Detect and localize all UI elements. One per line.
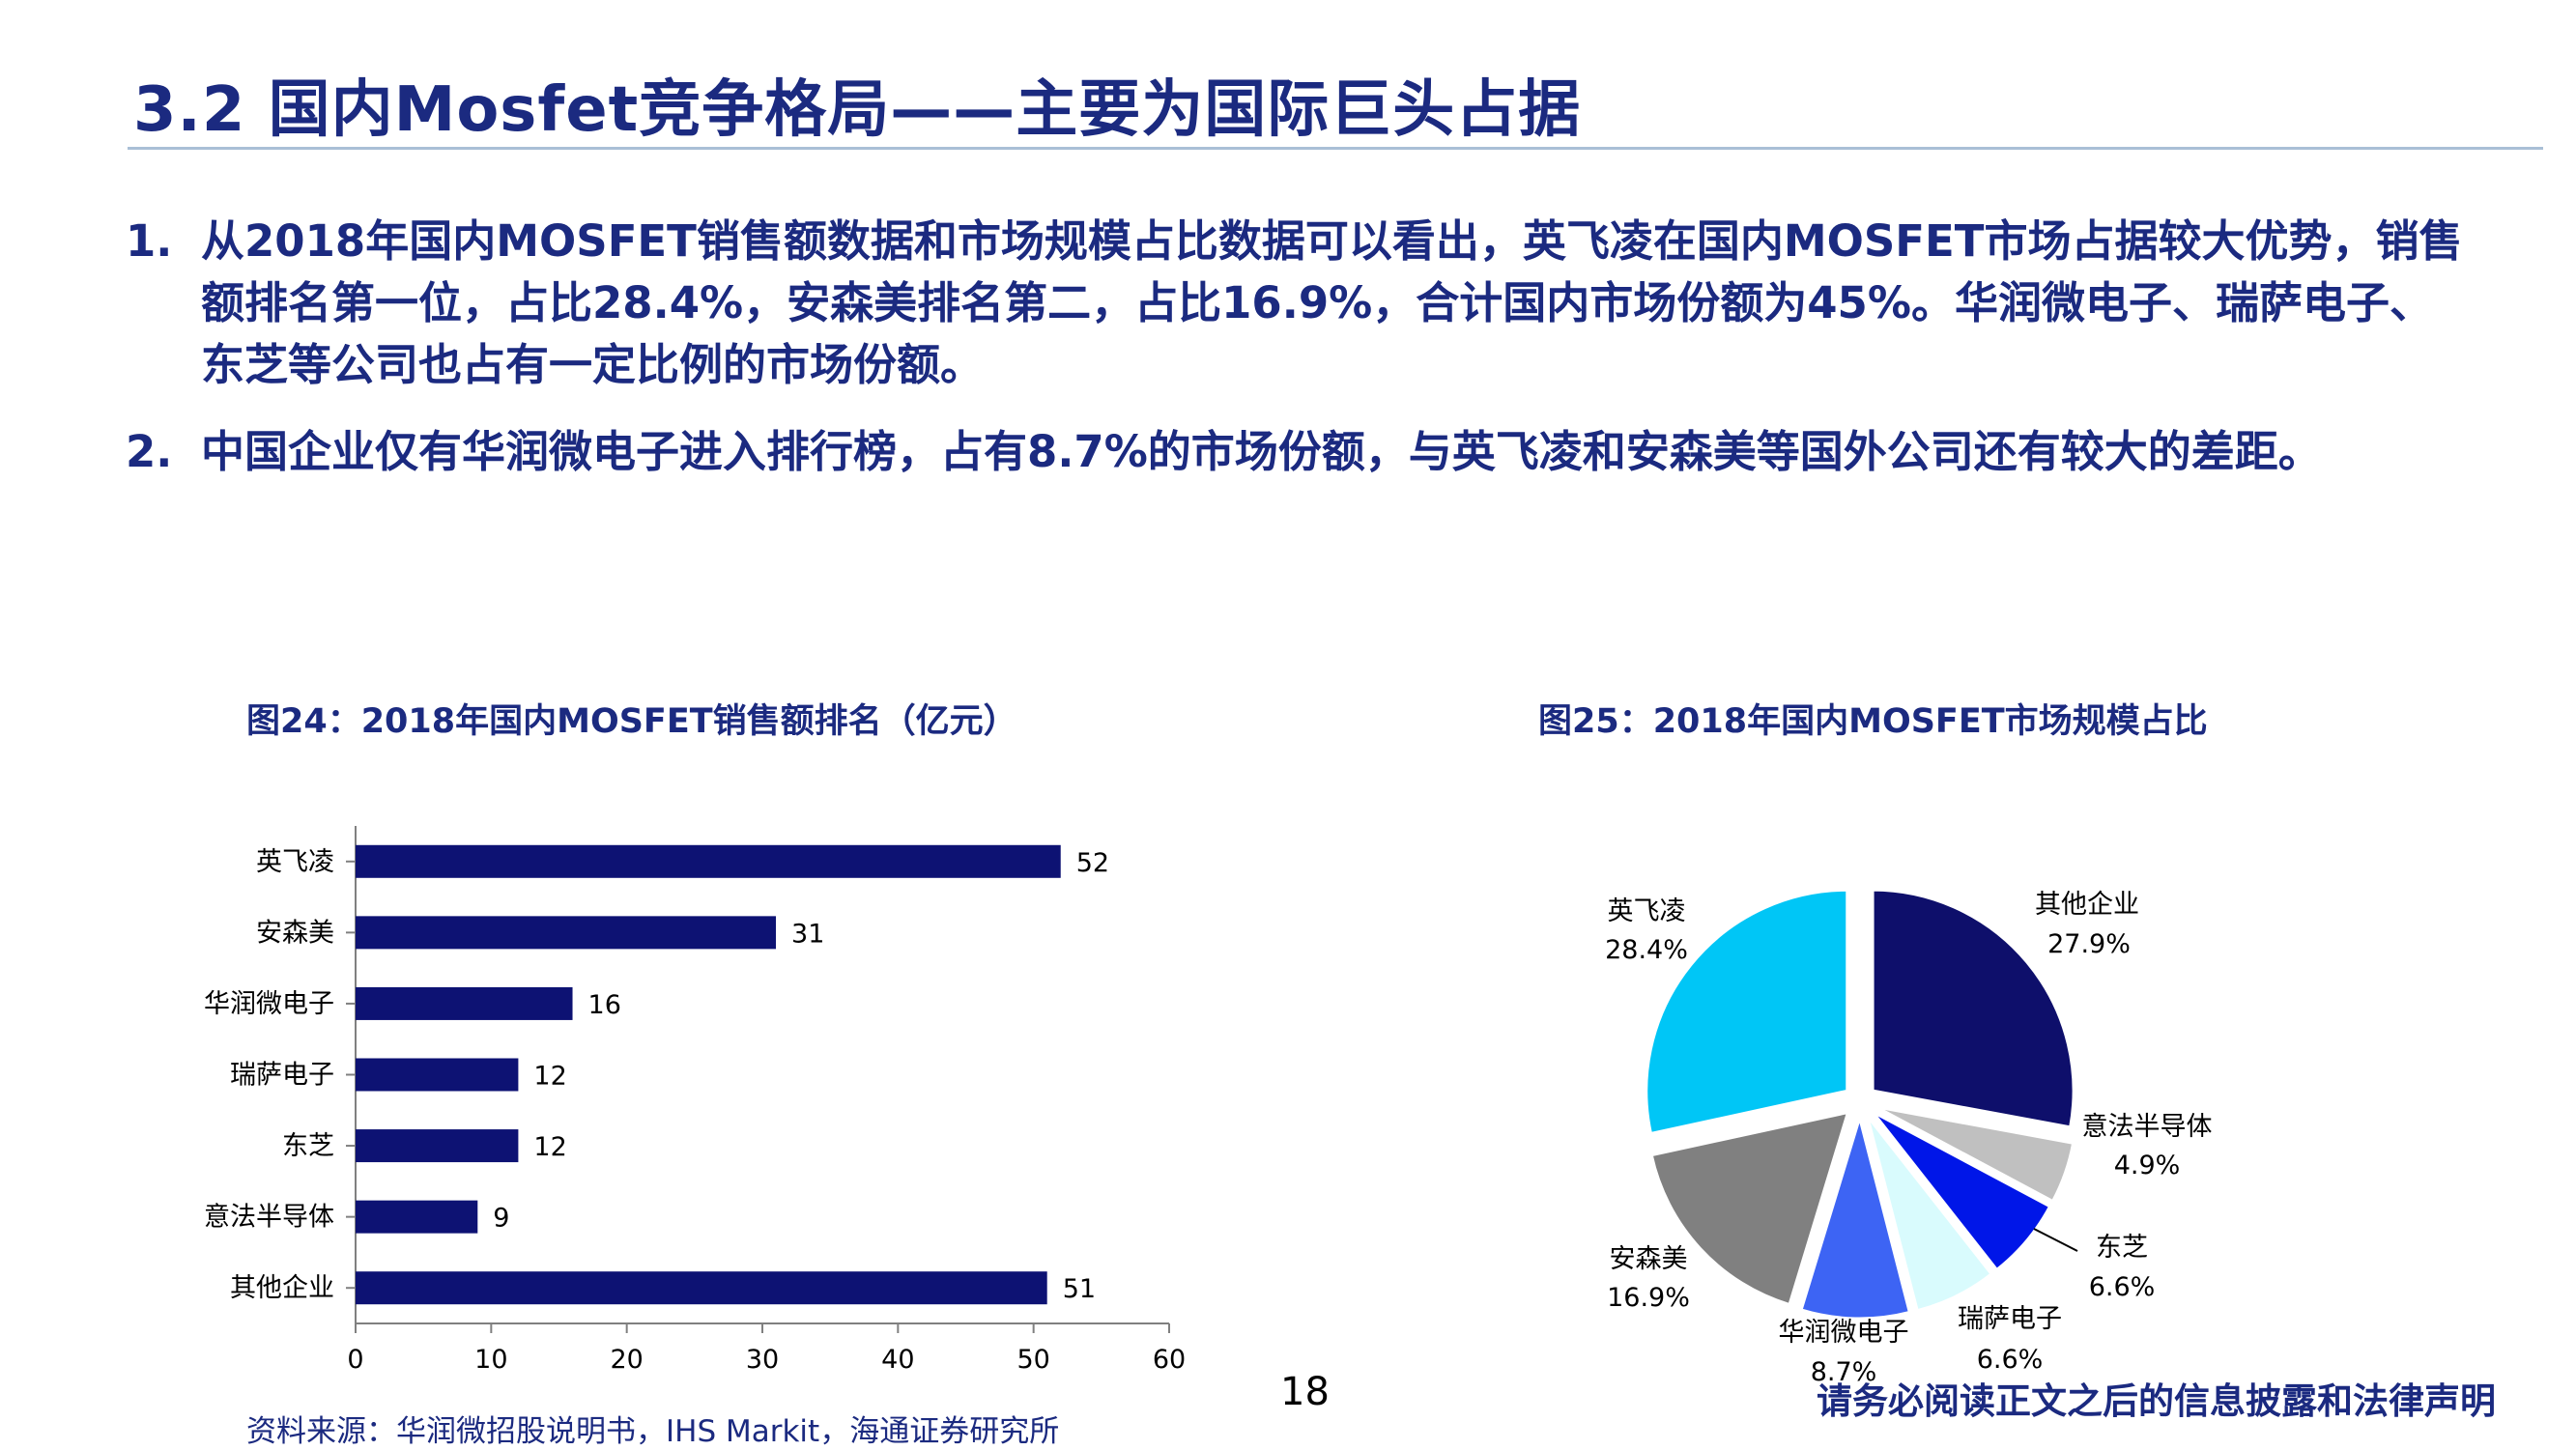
pie-slice xyxy=(1866,1115,1994,1313)
pie-slice xyxy=(1875,1105,2075,1204)
x-tick-label: 0 xyxy=(347,1345,363,1375)
bullet-list: 1. 从2018年国内MOSFET销售额数据和市场规模占比数据可以看出，英飞凌在… xyxy=(126,211,2464,508)
bullet-item: 2. 中国企业仅有华润微电子进入排行榜，占有8.7%的市场份额，与英飞凌和安森美… xyxy=(126,421,2464,483)
slice-label: 华润微电子 xyxy=(1779,1318,1909,1348)
bar xyxy=(356,1129,519,1163)
slice-label: 东芝 xyxy=(2096,1233,2148,1263)
category-label: 东芝 xyxy=(282,1131,334,1161)
slice-label: 英飞凌 xyxy=(1608,896,1686,926)
bullet-text: 从2018年国内MOSFET销售额数据和市场规模占比数据可以看出，英飞凌在国内M… xyxy=(201,215,2463,390)
slice-percent: 4.9% xyxy=(2114,1151,2181,1180)
slice-percent: 8.7% xyxy=(1811,1357,1877,1387)
pie-slice xyxy=(1871,1110,2052,1272)
bar xyxy=(356,844,1061,878)
data-label: 12 xyxy=(533,1062,566,1092)
x-tick-label: 60 xyxy=(1153,1345,1186,1375)
data-label: 52 xyxy=(1076,848,1109,878)
pie-slice xyxy=(1649,1110,1850,1307)
bar xyxy=(356,986,573,1020)
bar xyxy=(356,1200,478,1234)
category-label: 华润微电子 xyxy=(204,989,334,1019)
pie-slice xyxy=(1799,1112,1912,1321)
slice-label: 安森美 xyxy=(1610,1244,1688,1274)
slice-percent: 6.6% xyxy=(1977,1345,2044,1375)
bar xyxy=(356,916,777,950)
slice-label: 其他企业 xyxy=(2035,890,2139,920)
bar xyxy=(356,1058,519,1092)
category-label: 英飞凌 xyxy=(256,847,334,877)
pie-slice xyxy=(1645,888,1849,1136)
category-label: 其他企业 xyxy=(230,1273,334,1303)
x-tick-label: 20 xyxy=(610,1345,643,1375)
x-tick-label: 30 xyxy=(746,1345,779,1375)
slice-percent: 16.9% xyxy=(1607,1283,1690,1313)
category-label: 意法半导体 xyxy=(204,1203,334,1233)
page-number: 18 xyxy=(1280,1370,1330,1414)
category-label: 瑞萨电子 xyxy=(230,1061,334,1091)
pie-slice xyxy=(1871,888,2075,1129)
slice-percent: 28.4% xyxy=(1605,935,1688,965)
slice-percent: 6.6% xyxy=(2089,1272,2156,1302)
data-label: 31 xyxy=(791,919,824,949)
bullet-text: 中国企业仅有华润微电子进入排行榜，占有8.7%的市场份额，与英飞凌和安森美等国外… xyxy=(201,426,2322,477)
slice-label: 瑞萨电子 xyxy=(1958,1304,2062,1334)
title-divider xyxy=(128,147,2543,150)
figure-24-title: 图24：2018年国内MOSFET销售额排名（亿元） xyxy=(246,702,1017,741)
page-title: 3.2 国内Mosfet竞争格局——主要为国际巨头占据 xyxy=(133,74,1582,146)
bar xyxy=(356,1271,1047,1305)
data-label: 51 xyxy=(1063,1274,1096,1304)
category-label: 安森美 xyxy=(256,918,334,948)
slice-label: 意法半导体 xyxy=(2082,1112,2213,1142)
data-label: 12 xyxy=(533,1132,566,1162)
leader-line xyxy=(2033,1228,2078,1252)
data-label: 16 xyxy=(588,990,621,1020)
bullet-number: 1. xyxy=(126,215,173,267)
slice-percent: 27.9% xyxy=(2047,929,2131,959)
x-tick-label: 50 xyxy=(1016,1345,1049,1375)
bullet-item: 1. 从2018年国内MOSFET销售额数据和市场规模占比数据可以看出，英飞凌在… xyxy=(126,211,2464,396)
x-tick-label: 40 xyxy=(881,1345,914,1375)
data-label: 9 xyxy=(493,1204,509,1234)
bullet-number: 2. xyxy=(126,426,173,477)
x-tick-label: 10 xyxy=(474,1345,507,1375)
legal-disclaimer: 请务必阅读正文之后的信息披露和法律声明 xyxy=(1817,1380,2496,1422)
data-source: 资料来源：华润微招股说明书，IHS Markit，海通证券研究所 xyxy=(246,1414,1060,1449)
figure-25-title: 图25：2018年国内MOSFET市场规模占比 xyxy=(1538,702,2208,741)
